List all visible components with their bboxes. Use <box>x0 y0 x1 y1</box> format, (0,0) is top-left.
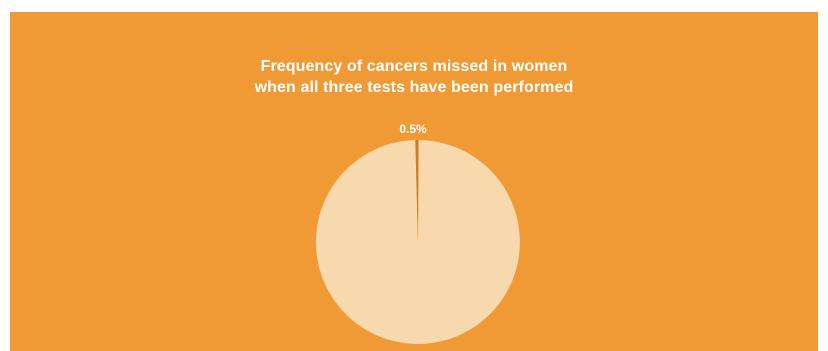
slice-label-missed: 0.5% <box>399 122 427 136</box>
pie-slices <box>315 139 520 344</box>
chart-title-line-1: Frequency of cancers missed in women <box>260 58 568 75</box>
chart-title-line-2: when all three tests have been performed <box>254 79 574 96</box>
chart-panel: Frequency of cancers missed in women whe… <box>10 12 818 351</box>
pie-chart: 0.5% <box>315 122 520 344</box>
pie-slice-detected <box>315 140 520 344</box>
chart-title: Frequency of cancers missed in women whe… <box>10 56 818 98</box>
pie-slice-missed <box>415 139 419 242</box>
